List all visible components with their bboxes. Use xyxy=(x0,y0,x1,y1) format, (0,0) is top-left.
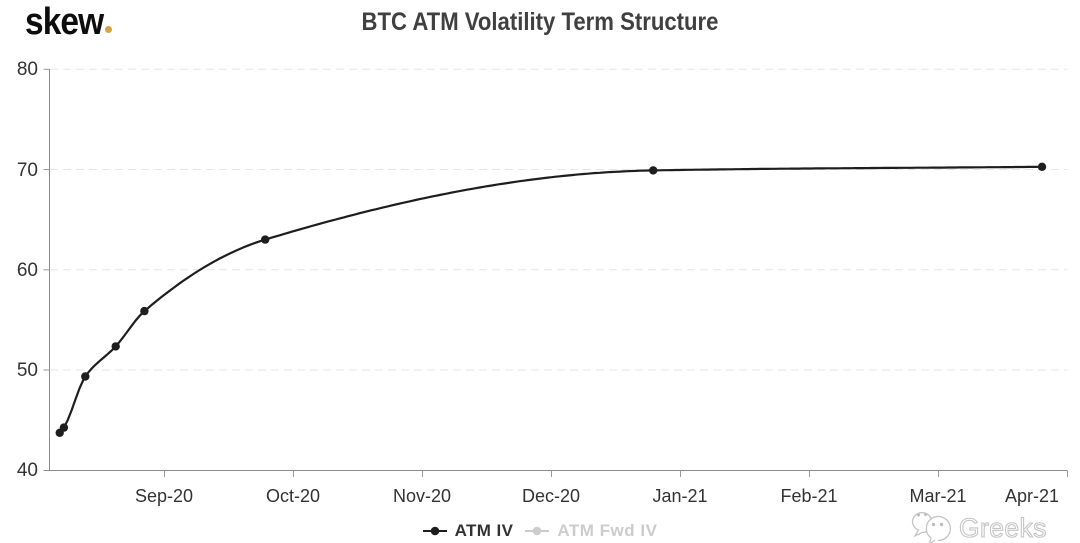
svg-text:Greeks: Greeks xyxy=(959,513,1047,543)
